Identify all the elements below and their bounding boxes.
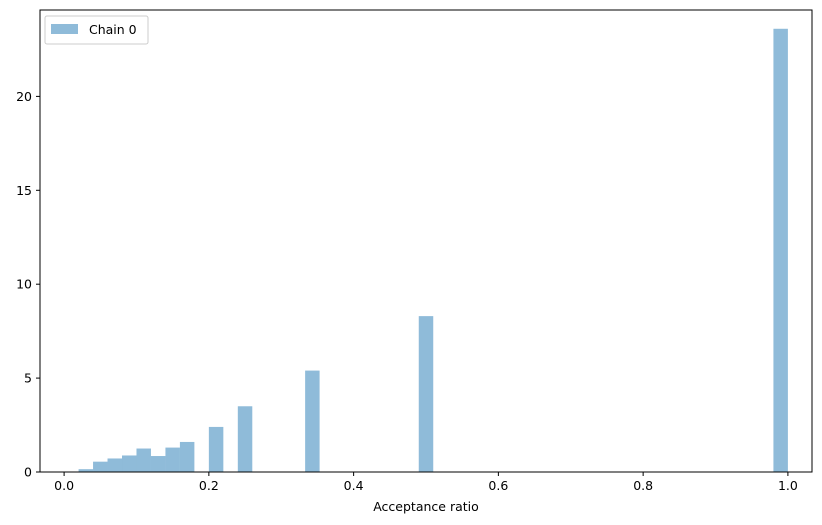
y-axis-ticks: 0 5 10 15 20 xyxy=(16,89,40,480)
x-tick-label: 1.0 xyxy=(778,478,798,493)
histogram-bar-0 xyxy=(78,469,94,472)
y-tick-label: 0 xyxy=(24,465,32,480)
bars-group xyxy=(78,28,788,472)
axes-frame xyxy=(39,9,813,473)
histogram-bar-4 xyxy=(136,448,151,472)
legend-label-chain-0: Chain 0 xyxy=(89,22,137,37)
y-tick-label: 20 xyxy=(16,89,32,104)
histogram-bar-2 xyxy=(107,458,123,472)
x-axis-label: Acceptance ratio xyxy=(373,499,479,514)
x-tick-label: 0.8 xyxy=(633,478,653,493)
legend-swatch xyxy=(51,24,78,34)
x-tick-label: 0.2 xyxy=(199,478,219,493)
legend-box xyxy=(44,15,149,45)
x-tick-label: 0.6 xyxy=(488,478,508,493)
histogram-bar-12 xyxy=(773,28,788,472)
histogram-bar-9 xyxy=(237,406,253,472)
histogram-bar-3 xyxy=(122,455,137,472)
x-axis-ticks: 0.0 0.2 0.4 0.6 0.8 1.0 xyxy=(54,472,798,493)
histogram-bar-5 xyxy=(150,456,166,472)
histogram-bar-10 xyxy=(305,370,320,472)
y-tick-label: 15 xyxy=(16,183,32,198)
x-tick-label: 0.4 xyxy=(344,478,364,493)
x-tick-label: 0.0 xyxy=(54,478,74,493)
histogram-bar-6 xyxy=(165,447,180,472)
histogram-bar-11 xyxy=(418,316,434,472)
histogram-bar-7 xyxy=(179,441,195,472)
y-tick-label: 10 xyxy=(16,277,32,292)
legend: Chain 0 xyxy=(44,15,149,45)
histogram-bar-1 xyxy=(93,461,108,472)
y-tick-label: 5 xyxy=(24,371,32,386)
histogram-bar-8 xyxy=(208,426,224,472)
